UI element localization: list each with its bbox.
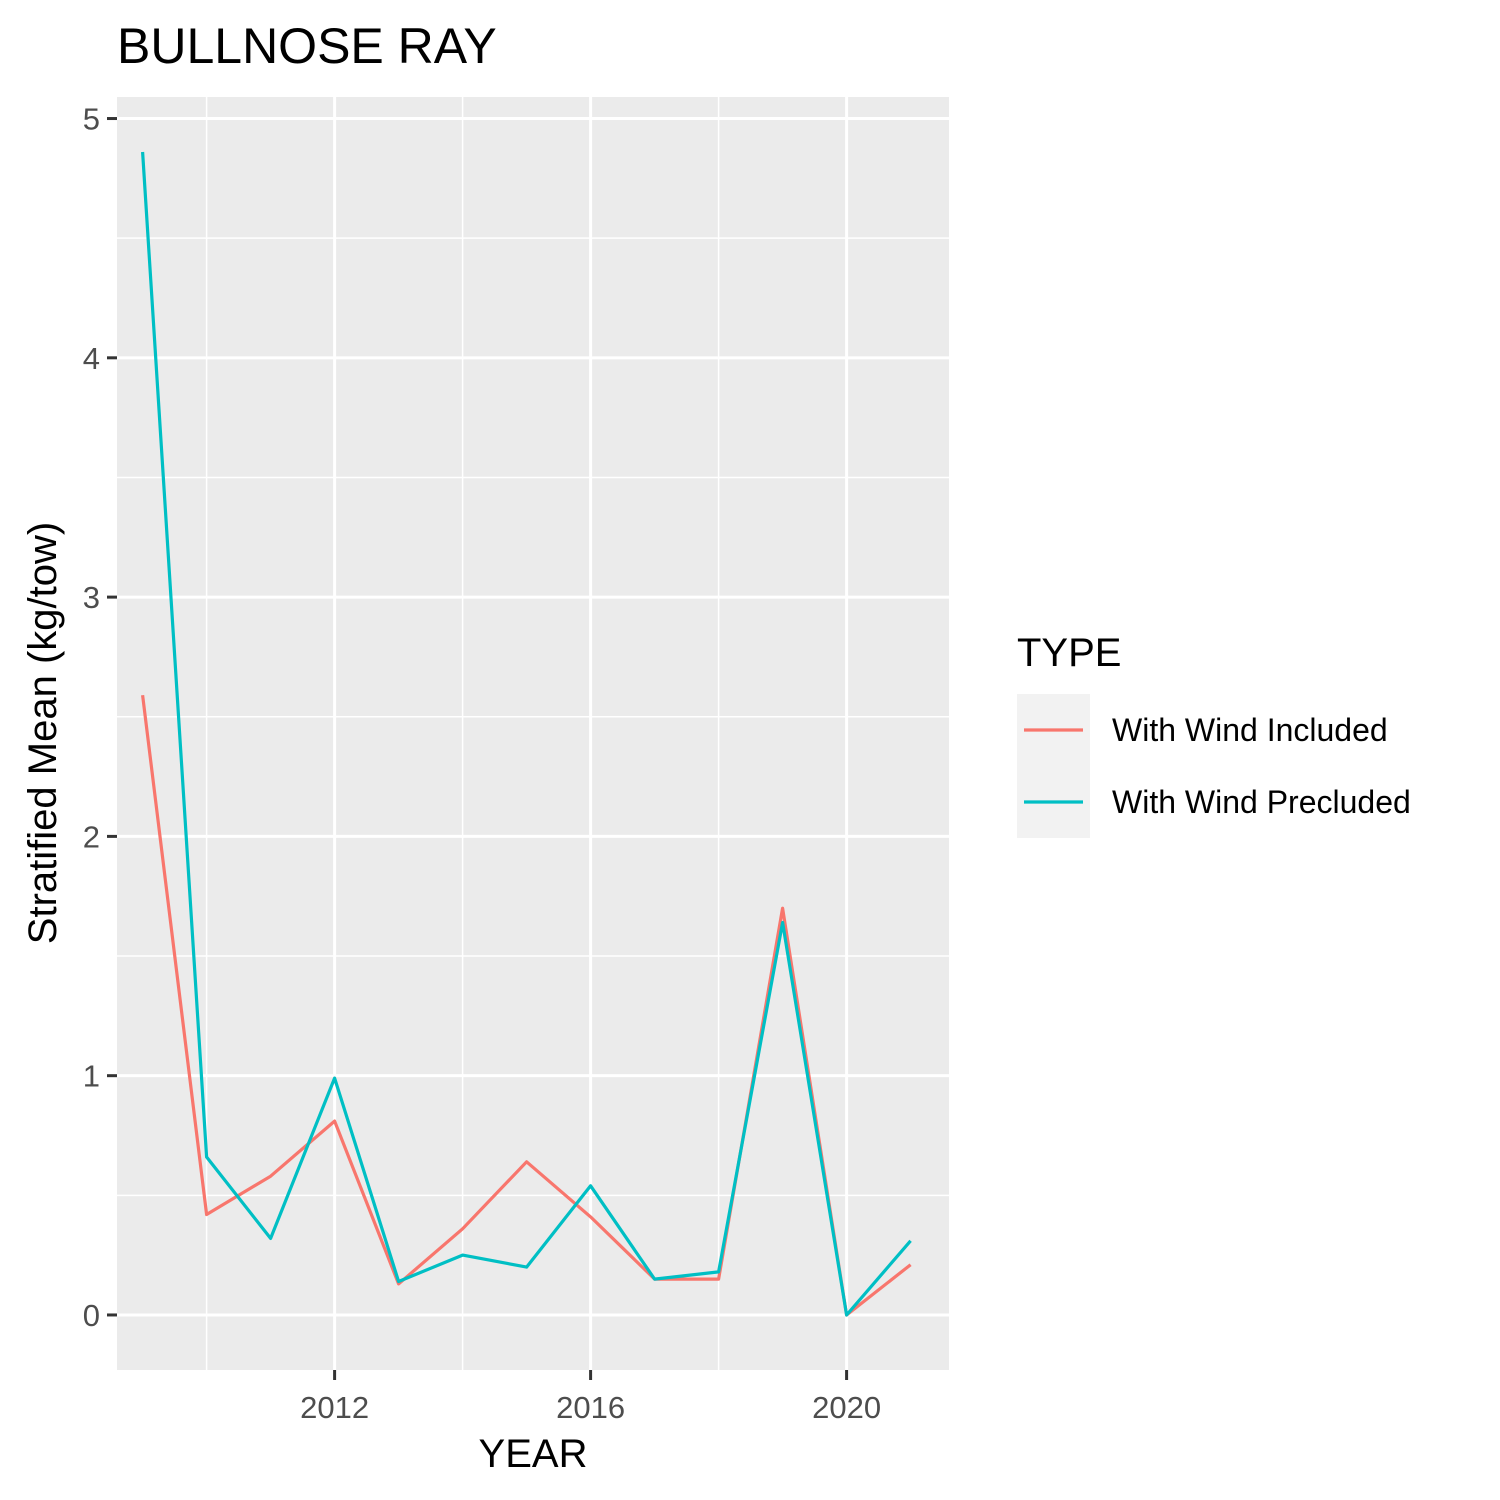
x-tick-label: 2016: [556, 1390, 625, 1425]
legend: TYPE With Wind Included With Wind Preclud…: [1017, 631, 1411, 838]
series-lines: [141, 151, 912, 1317]
series-line-2: [141, 151, 912, 1317]
y-tick-label: 3: [83, 580, 100, 615]
y-tick-label: 5: [83, 102, 100, 137]
y-axis: 0 1 2 3 4 5: [83, 102, 117, 1333]
x-tick-label: 2012: [300, 1390, 369, 1425]
x-tick-label: 2020: [812, 1390, 881, 1425]
plot-panel: [117, 97, 949, 1370]
x-axis-title: YEAR: [479, 1432, 588, 1476]
y-tick-label: 0: [83, 1298, 100, 1333]
legend-key-background: [1017, 694, 1090, 838]
legend-label-2: With Wind Precluded: [1112, 784, 1411, 820]
y-tick-label: 2: [83, 819, 100, 854]
y-tick-label: 4: [83, 341, 100, 376]
y-axis-title: Stratified Mean (kg/tow): [21, 522, 65, 944]
minor-gridlines: [117, 97, 949, 1370]
x-axis: 2012 2016 2020: [300, 1370, 881, 1425]
y-tick-label: 1: [83, 1059, 100, 1094]
chart-title: BULLNOSE RAY: [117, 18, 497, 74]
legend-items: With Wind Included With Wind Precluded: [1024, 712, 1411, 820]
major-gridlines: [117, 97, 949, 1370]
series-line-1: [141, 695, 912, 1317]
legend-title: TYPE: [1017, 631, 1121, 675]
legend-label-1: With Wind Included: [1112, 712, 1388, 748]
